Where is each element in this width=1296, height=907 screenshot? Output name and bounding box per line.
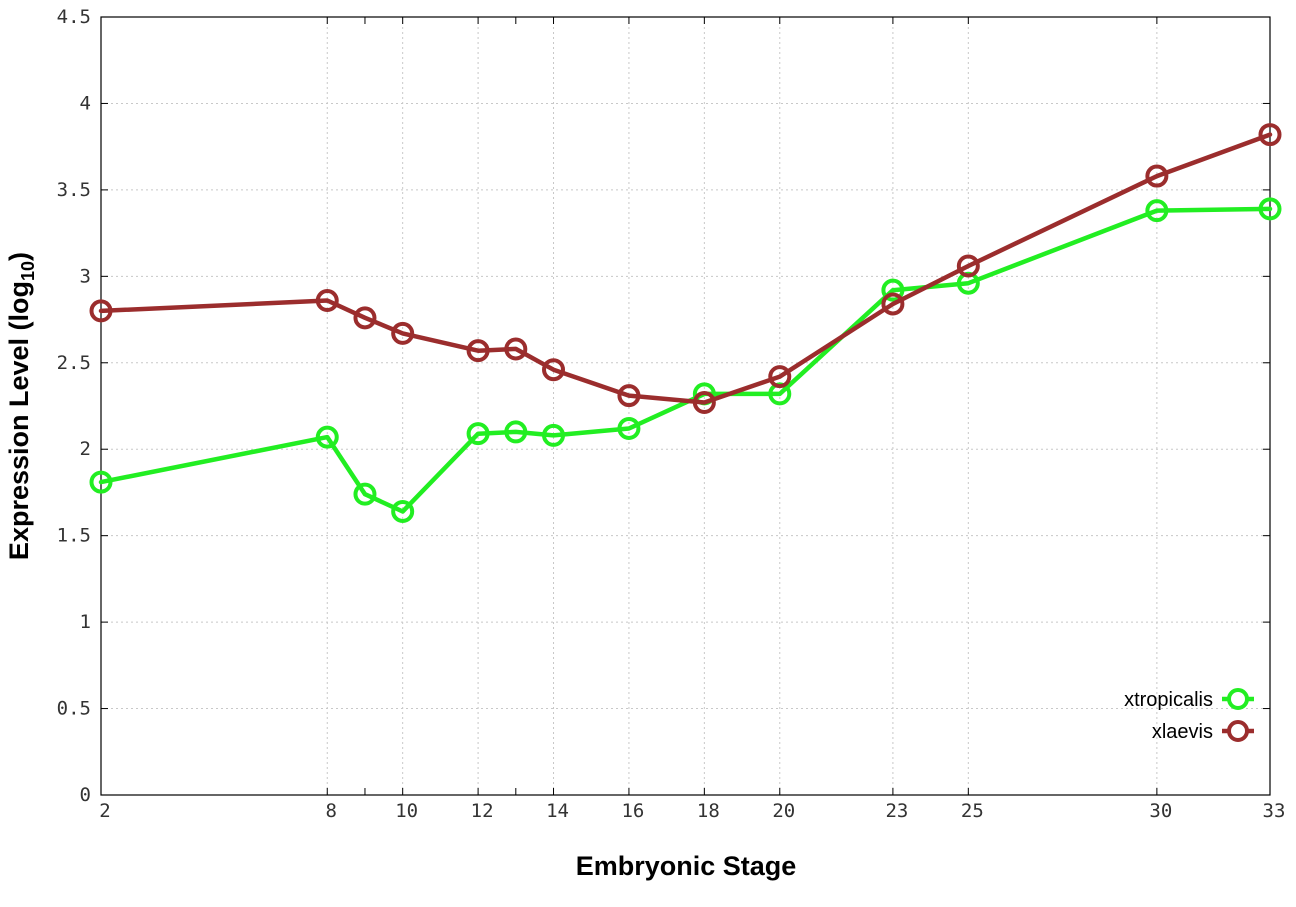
series-xlaevis	[89, 123, 1282, 415]
data-point	[89, 299, 113, 323]
x-tick-label: 14	[546, 800, 569, 822]
y-tick-label: 1	[80, 611, 91, 633]
data-point	[1258, 123, 1282, 147]
x-axis-title: Embryonic Stage	[576, 851, 797, 881]
data-point	[617, 416, 641, 440]
data-point	[956, 254, 980, 278]
data-point	[391, 499, 415, 523]
axis-ticks: 0 0.5 1 1.5 2 2.5 3 3.5 4 4.5 2 8 10 12 14 16 18 20 23 25 30…	[57, 6, 1286, 822]
y-tick-label: 4.5	[57, 6, 91, 28]
y-axis-title-main: Expression Level (log	[4, 281, 34, 560]
legend-marker	[1227, 688, 1249, 710]
x-tick-label: 16	[621, 800, 644, 822]
y-axis-title-subscript: 10	[18, 261, 38, 281]
y-axis-title-suffix: )	[4, 252, 34, 261]
x-tick-label: 2	[99, 800, 110, 822]
plot-frame	[100, 16, 1271, 796]
series-layer	[89, 123, 1282, 523]
data-point	[466, 339, 490, 363]
y-tick-label: 0	[80, 784, 91, 806]
data-point	[353, 482, 377, 506]
grid	[100, 16, 1271, 796]
y-tick-label: 2.5	[57, 352, 91, 374]
x-tick-label: 25	[961, 800, 984, 822]
data-point	[315, 289, 339, 313]
series-xtropicalis	[89, 197, 1282, 523]
x-tick-label: 10	[395, 800, 418, 822]
data-point	[391, 321, 415, 345]
legend-marker	[1227, 720, 1249, 742]
y-axis-title: Expression Level (log10)	[4, 252, 38, 560]
data-point	[504, 337, 528, 361]
data-point	[504, 420, 528, 444]
data-point	[881, 292, 905, 316]
x-tick-label: 18	[697, 800, 720, 822]
y-tick-label: 3.5	[57, 179, 91, 201]
data-point	[353, 306, 377, 330]
y-tick-label: 2	[80, 438, 91, 460]
data-point	[768, 365, 792, 389]
data-point	[1258, 197, 1282, 221]
data-point	[617, 384, 641, 408]
legend: xtropicalis xlaevis	[1124, 688, 1254, 743]
legend-label: xlaevis	[1152, 721, 1213, 743]
y-tick-label: 4	[80, 92, 91, 114]
data-point	[542, 358, 566, 382]
data-point	[542, 423, 566, 447]
y-tick-label: 0.5	[57, 698, 91, 720]
data-point	[89, 470, 113, 494]
legend-label: xtropicalis	[1124, 689, 1213, 711]
data-point	[1145, 199, 1169, 223]
x-tick-label: 33	[1263, 800, 1286, 822]
x-tick-label: 20	[772, 800, 795, 822]
series-line	[98, 206, 1273, 514]
x-tick-label: 12	[471, 800, 494, 822]
x-tick-label: 23	[885, 800, 908, 822]
series-line	[98, 132, 1273, 405]
y-tick-label: 1.5	[57, 525, 91, 547]
data-point	[466, 422, 490, 446]
data-point	[315, 425, 339, 449]
x-tick-label: 30	[1149, 800, 1172, 822]
y-tick-label: 3	[80, 265, 91, 287]
data-point	[881, 278, 905, 302]
data-point	[692, 391, 716, 415]
x-tick-label: 8	[326, 800, 337, 822]
data-point	[1145, 164, 1169, 188]
